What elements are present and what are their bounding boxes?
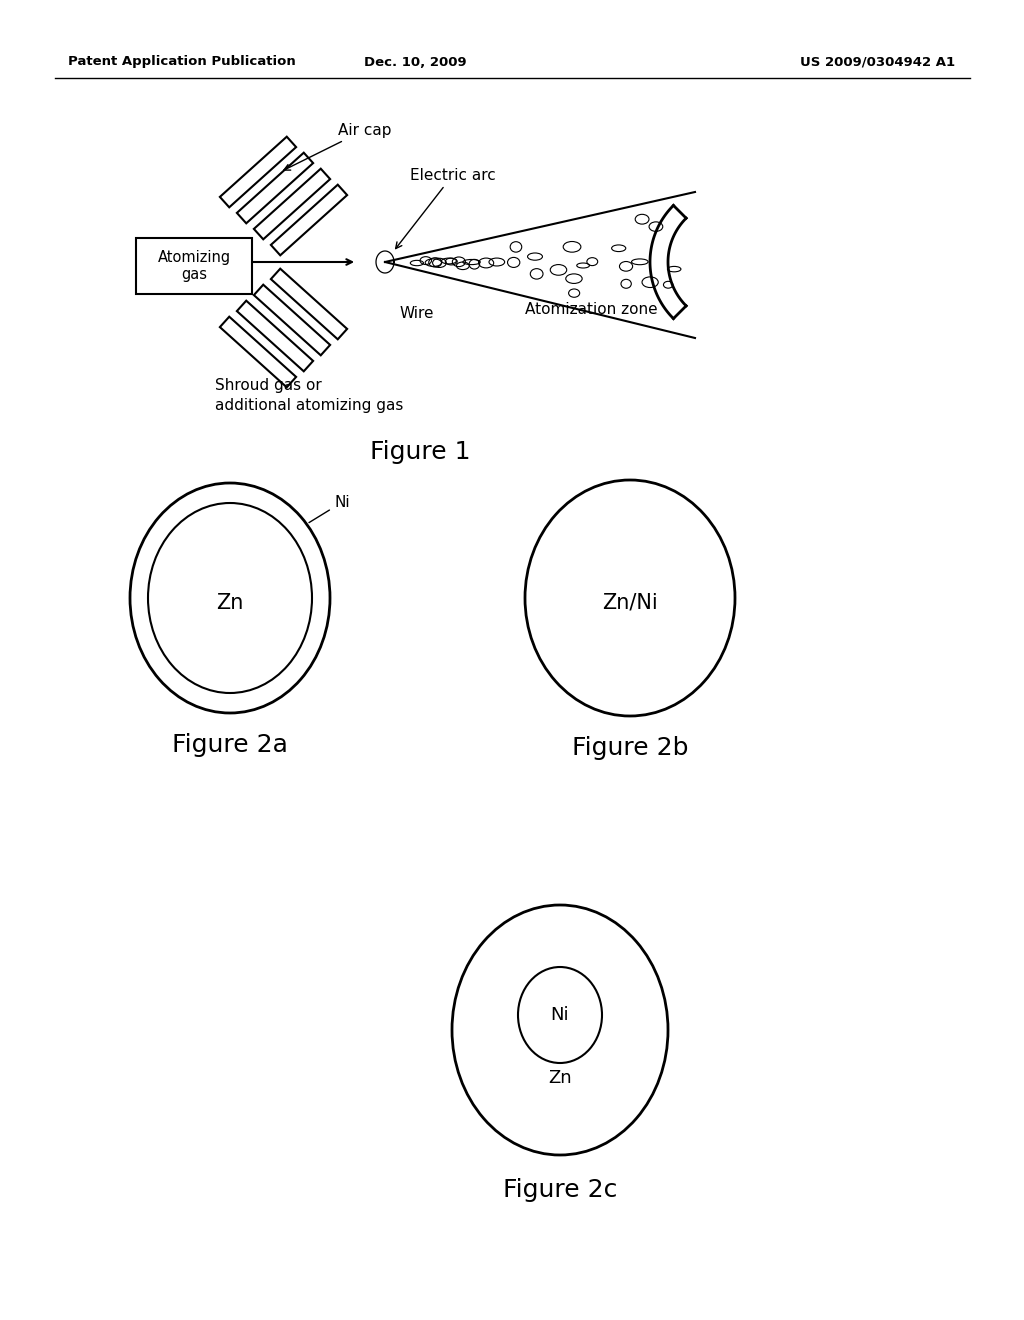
Text: Electric arc: Electric arc [395,168,496,248]
Text: Atomizing
gas: Atomizing gas [158,249,230,282]
Text: Atomization zone: Atomization zone [525,302,657,318]
Text: Ni: Ni [309,495,350,523]
Text: Zn/Ni: Zn/Ni [602,593,657,612]
Text: Figure 2a: Figure 2a [172,733,288,756]
Text: US 2009/0304942 A1: US 2009/0304942 A1 [800,55,955,69]
FancyBboxPatch shape [136,238,252,294]
Text: Wire: Wire [400,306,434,322]
Text: Figure 2b: Figure 2b [571,737,688,760]
Text: Ni: Ni [551,1006,569,1024]
Text: Patent Application Publication: Patent Application Publication [68,55,296,69]
Text: Zn: Zn [216,593,244,612]
Text: Zn: Zn [548,1069,571,1086]
Text: Air cap: Air cap [284,123,391,170]
Text: Dec. 10, 2009: Dec. 10, 2009 [364,55,466,69]
Text: Shroud gas or
additional atomizing gas: Shroud gas or additional atomizing gas [215,378,403,413]
Text: Figure 2c: Figure 2c [503,1177,617,1203]
Text: Figure 1: Figure 1 [370,440,470,465]
